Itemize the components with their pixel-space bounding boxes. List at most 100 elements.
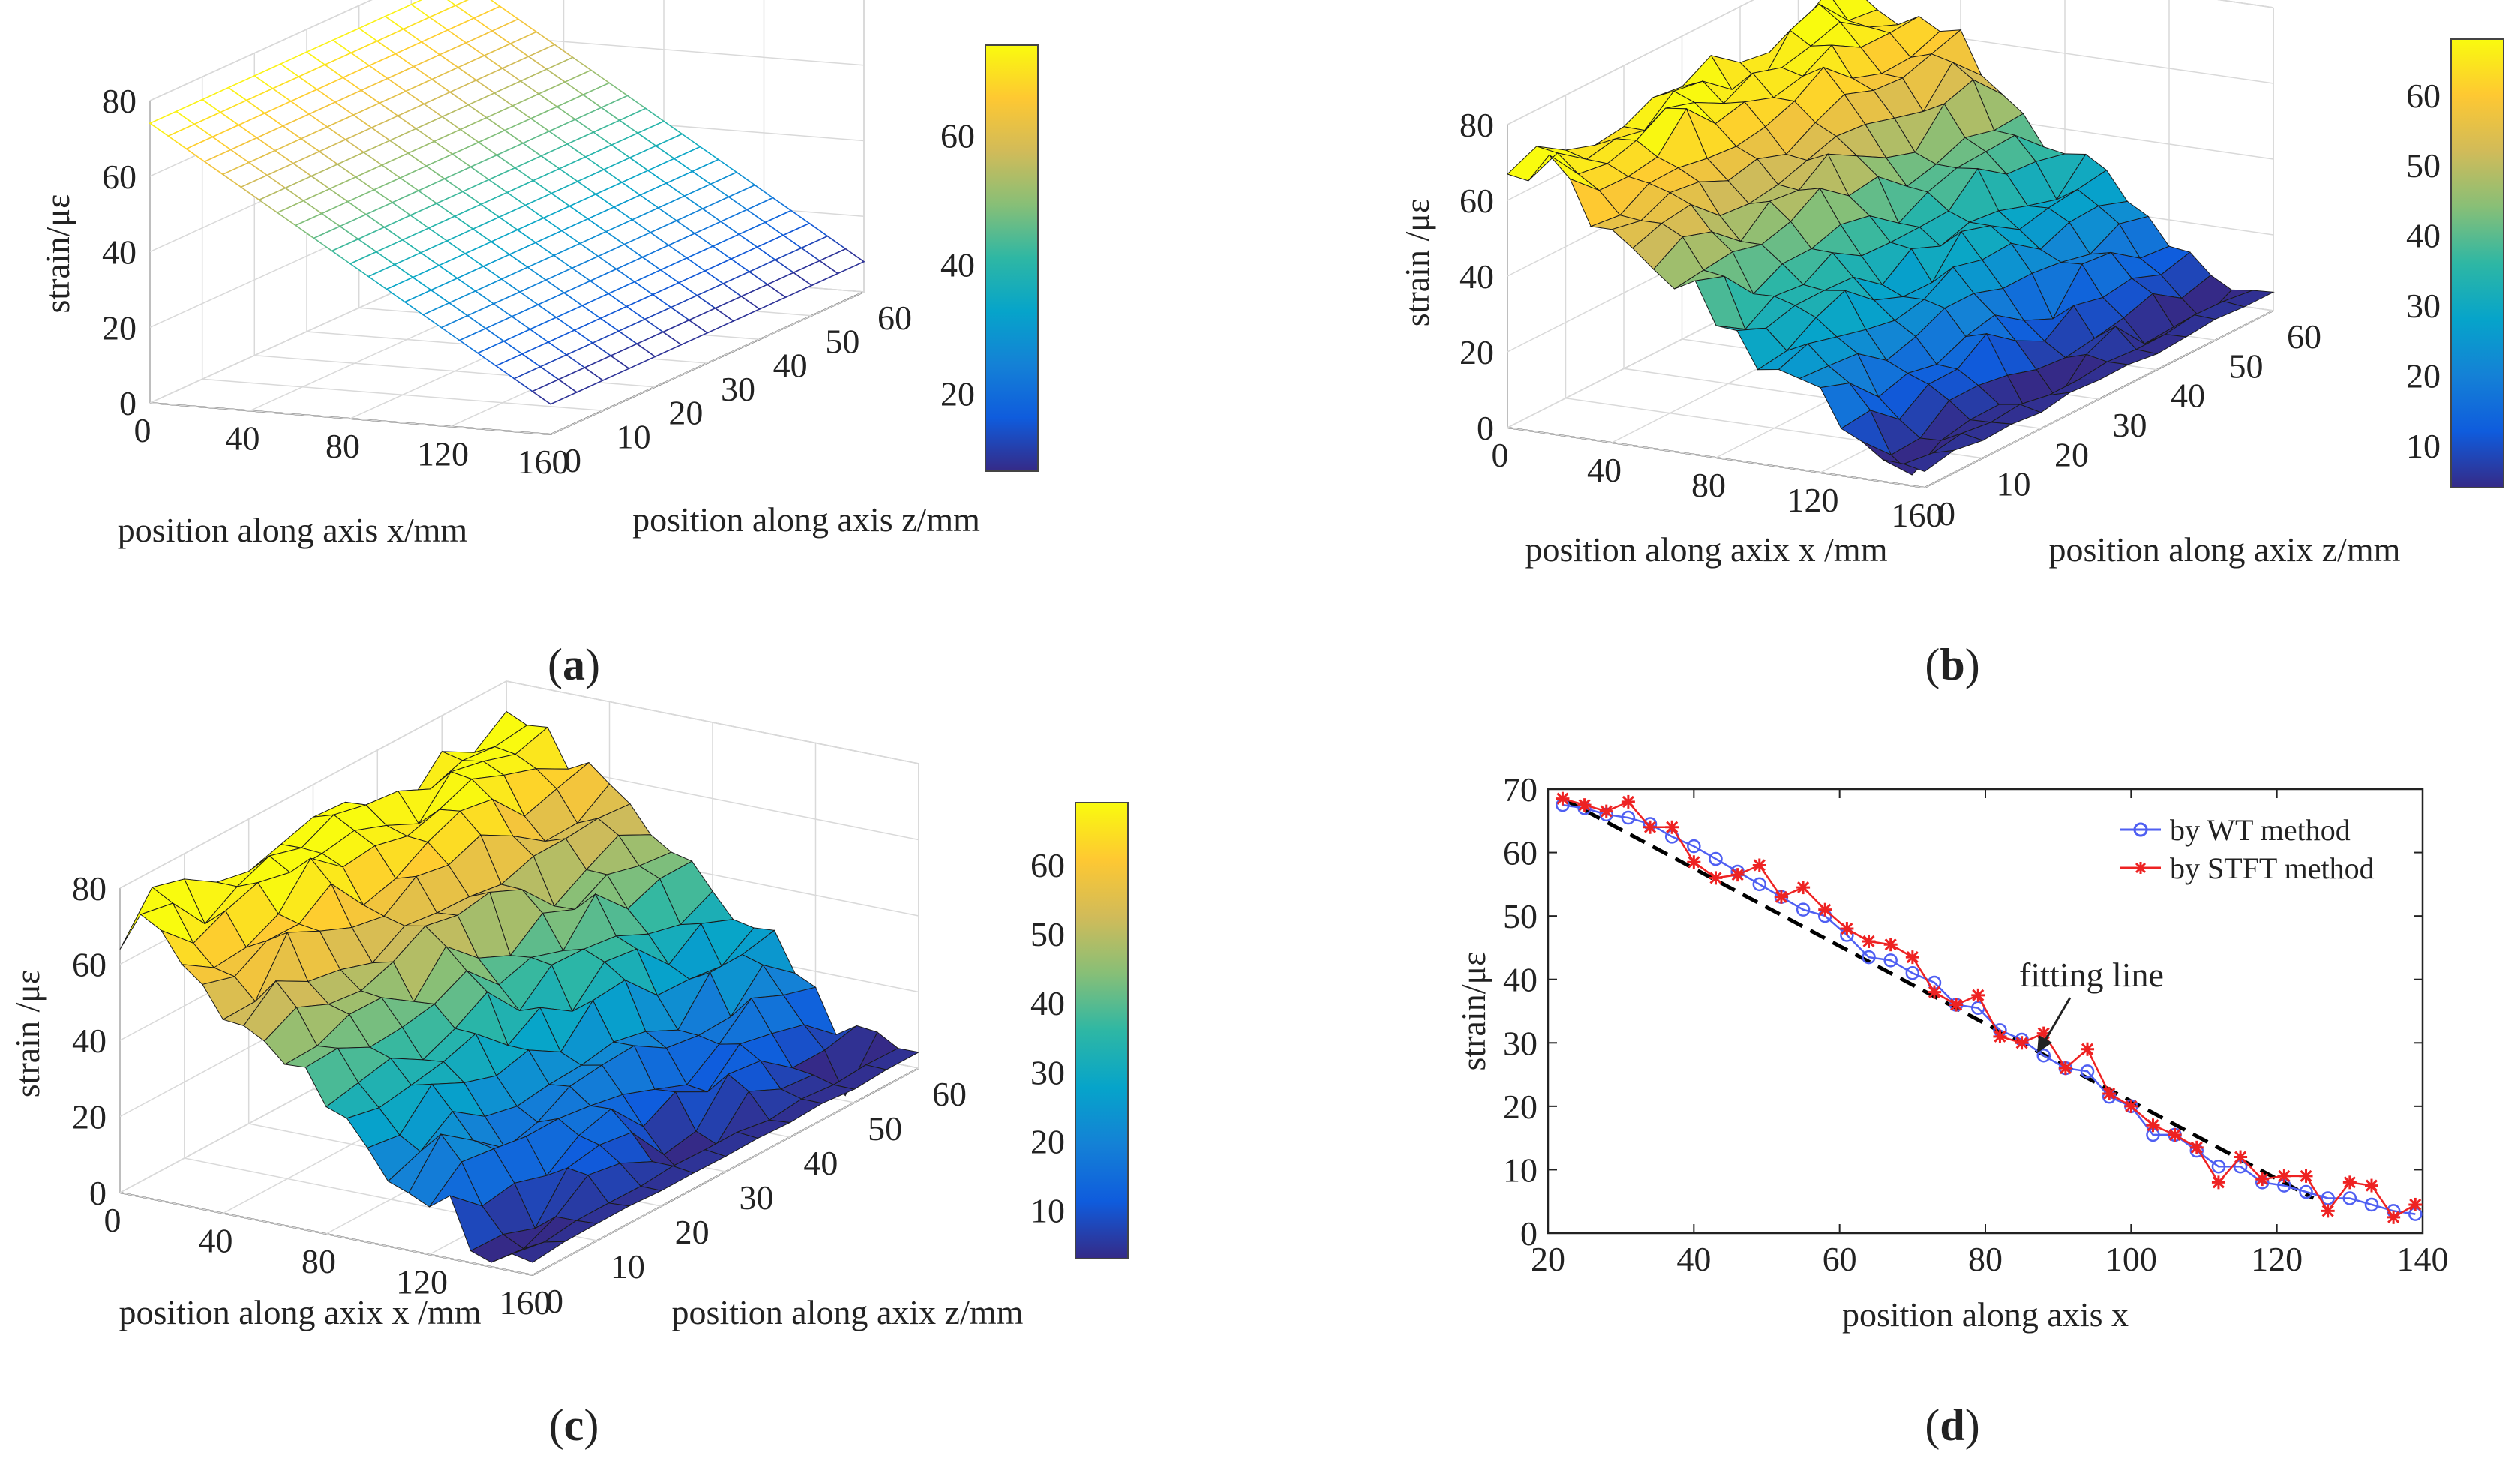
x-tick-label: 140 xyxy=(2397,1240,2449,1278)
series-line-0 xyxy=(1562,803,2416,1215)
z-tick: 40 xyxy=(773,346,808,384)
z-tick: 0 xyxy=(1938,494,1955,533)
chart-b-colorbar-ticks: 10 20 30 40 50 60 xyxy=(2406,77,2440,465)
stft-point xyxy=(2058,1061,2072,1076)
x-tick-label: 20 xyxy=(1531,1240,1565,1278)
chart-d-annotation-arrowhead xyxy=(2037,1035,2052,1053)
chart-d-ticks: 20 40 60 80 100 120 140 0 10 20 30 40 50 60 70 xyxy=(1503,770,2449,1278)
strain-tick: 80 xyxy=(72,869,106,908)
wt-point xyxy=(1621,810,1636,825)
z-tick: 10 xyxy=(610,1247,645,1286)
stft-point xyxy=(1905,950,1919,965)
z-tick: 40 xyxy=(803,1144,838,1182)
stft-point xyxy=(1818,902,1832,917)
stft-point xyxy=(1796,881,1810,895)
stft-point xyxy=(2189,1140,2204,1154)
colorbar-tick: 30 xyxy=(1030,1053,1065,1091)
colorbar-tick: 10 xyxy=(1030,1192,1065,1230)
chart-d-fit-line xyxy=(1562,797,2314,1200)
stft-point xyxy=(2102,1086,2116,1100)
stft-point xyxy=(1949,998,1964,1012)
chart-b-xlabel: position along axix x /mm xyxy=(1526,530,1888,569)
stft-point xyxy=(1621,794,1635,809)
x-tick: 120 xyxy=(417,435,469,473)
stft-point xyxy=(2124,1099,2138,1113)
colorbar-tick: 50 xyxy=(1030,915,1065,953)
wt-point xyxy=(1905,966,1920,980)
strain-tick: 60 xyxy=(102,158,136,196)
stft-point xyxy=(2080,1042,2095,1056)
stft-point xyxy=(1883,938,1898,952)
z-tick: 10 xyxy=(1996,465,2031,503)
x-tick-label: 100 xyxy=(2105,1240,2157,1278)
stft-point xyxy=(2386,1210,2401,1224)
z-tick: 50 xyxy=(825,323,860,361)
stft-point xyxy=(1993,1029,2007,1043)
x-tick-label: 120 xyxy=(2251,1240,2302,1278)
z-tick: 20 xyxy=(668,394,703,432)
chart-c-xlabel: position along axix x /mm xyxy=(119,1293,482,1331)
stft-point xyxy=(2320,1204,2335,1218)
strain-tick: 0 xyxy=(89,1174,106,1212)
stft-point xyxy=(1687,855,1701,869)
y-tick-label: 20 xyxy=(1503,1088,1538,1126)
strain-tick: 40 xyxy=(102,233,136,272)
grid-line xyxy=(201,77,603,412)
series-line-1 xyxy=(1562,797,2416,1219)
x-tick: 0 xyxy=(134,411,152,449)
x-tick: 120 xyxy=(1787,481,1839,519)
stft-point xyxy=(1599,804,1613,818)
z-tick: 30 xyxy=(721,370,755,408)
legend-wt-label: by WT method xyxy=(2170,813,2350,847)
z-tick: 50 xyxy=(2229,347,2264,385)
stft-point xyxy=(1708,871,1723,885)
chart-b-zlabel: strain /με xyxy=(1398,199,1436,326)
surface-cell xyxy=(1902,449,1955,473)
x-tick: 40 xyxy=(199,1222,233,1260)
x-tick: 80 xyxy=(1691,466,1726,504)
y-tick-label: 10 xyxy=(1503,1151,1538,1189)
z-tick: 60 xyxy=(932,1075,967,1113)
wt-point xyxy=(2342,1191,2357,1205)
stft-point xyxy=(1730,868,1744,882)
stft-point xyxy=(2364,1178,2378,1193)
x-tick: 160 xyxy=(1892,496,1943,534)
strain-tick: 20 xyxy=(102,308,136,347)
stft-point xyxy=(1752,858,1766,872)
chart-c-zlabel: strain /με xyxy=(8,970,46,1097)
grid-line xyxy=(1507,125,1925,488)
legend-wt-marker xyxy=(2133,822,2148,837)
wt-point xyxy=(2299,1184,2313,1199)
z-tick: 40 xyxy=(2170,377,2205,415)
grid-line xyxy=(1564,95,1983,459)
x-tick: 0 xyxy=(104,1201,122,1239)
stft-point xyxy=(2408,1197,2422,1211)
chart-a-caption: (a) xyxy=(548,640,600,689)
wt-point xyxy=(1796,902,1810,917)
z-tick: 0 xyxy=(564,441,581,479)
chart-c-colorbar-ticks: 10 20 30 40 50 60 xyxy=(1030,846,1065,1230)
strain-tick: 20 xyxy=(72,1098,106,1136)
legend-stft-label: by STFT method xyxy=(2170,851,2374,885)
chart-d: 20 40 60 80 100 120 140 0 10 20 30 40 50 60 70 strain/… xyxy=(1454,770,2449,1450)
stft-point xyxy=(2299,1169,2313,1183)
stft-point xyxy=(2342,1175,2356,1190)
chart-d-annotation: fitting line xyxy=(2019,956,2164,994)
chart-c-ylabel: position along axix z/mm xyxy=(672,1293,1024,1331)
chart-b-caption: (b) xyxy=(1924,640,1979,689)
wt-point xyxy=(1708,851,1723,866)
colorbar-tick: 10 xyxy=(2406,427,2440,465)
strain-tick: 60 xyxy=(72,946,106,984)
surface-cell xyxy=(531,378,578,405)
x-tick: 160 xyxy=(500,1283,551,1322)
chart-a-xlabel: position along axis x/mm xyxy=(118,511,468,549)
colorbar-tick: 40 xyxy=(2406,217,2440,255)
wt-point xyxy=(2036,1048,2050,1063)
colorbar-tick: 20 xyxy=(2406,357,2440,395)
x-tick: 160 xyxy=(518,443,569,481)
stft-point xyxy=(2277,1169,2291,1183)
strain-tick: 40 xyxy=(1460,257,1494,296)
chart-a-ylabel: position along axis z/mm xyxy=(632,500,980,539)
wt-point xyxy=(1687,839,1701,854)
